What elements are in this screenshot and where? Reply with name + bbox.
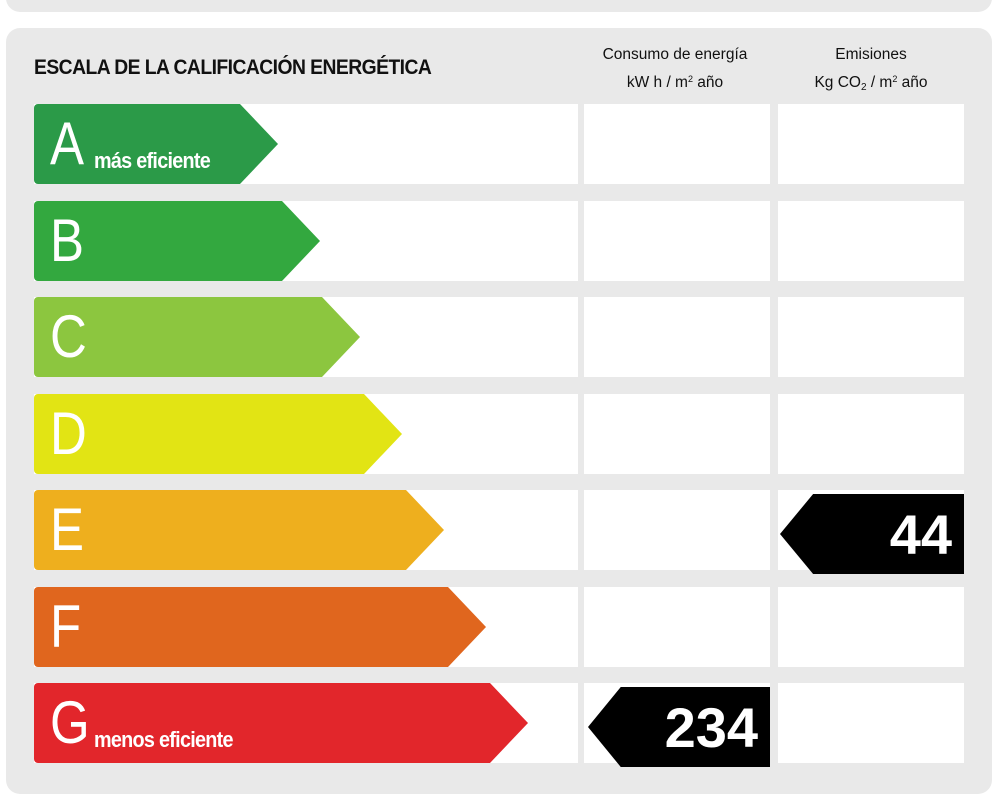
rating-letter: D [50,400,87,467]
rating-row-b: B [0,201,1000,283]
scale-title: ESCALA DE LA CALIFICACIÓN ENERGÉTICA [34,56,432,79]
rating-row-c: C [0,297,1000,379]
energy-cell [584,587,770,667]
energy-cell [584,394,770,474]
energy-consumption-value: 234 [664,696,758,759]
emissions-cell [778,587,964,667]
energy-consumption-header: Consumo de energía kW h / m2 año [582,43,768,95]
energy-consumption-unit: kW h / m2 año [626,74,724,91]
rating-letter: A [50,110,85,177]
emissions-cell [778,297,964,377]
rating-arrow-c: C [34,297,360,377]
emissions-cell [778,394,964,474]
emissions-value: 44 [889,503,952,566]
emissions-cell [778,201,964,281]
rating-letter: G [50,689,90,756]
previous-panel-edge [6,0,992,12]
rating-row-f: F [0,587,1000,669]
emissions-cell [778,104,964,184]
energy-cell [584,201,770,281]
rating-row-e: E 44 [0,490,1000,574]
rating-arrow-b: B [34,201,320,281]
emissions-title: Emisiones [835,46,907,63]
rating-label: más eficiente [94,148,211,173]
rating-arrow-d: D [34,394,402,474]
rating-label: menos eficiente [94,727,233,752]
energy-cell [584,490,770,570]
rating-arrow-f: F [34,587,486,667]
energy-cell [584,297,770,377]
rating-letter: F [50,593,82,660]
rating-letter: B [50,207,85,274]
emissions-cell [778,683,964,763]
rating-arrow-e: E [34,490,444,570]
energy-cell [584,104,770,184]
rating-row-d: D [0,394,1000,476]
emissions-badge: 44 [780,494,964,574]
energy-consumption-title: Consumo de energía [602,46,748,63]
energy-consumption-badge: 234 [588,687,770,767]
rating-letter: C [50,303,87,370]
emissions-unit: Kg CO2 / m2 año [814,74,928,93]
emissions-header: Emisiones Kg CO2 / m2 año [778,43,964,100]
rating-letter: E [50,496,85,563]
